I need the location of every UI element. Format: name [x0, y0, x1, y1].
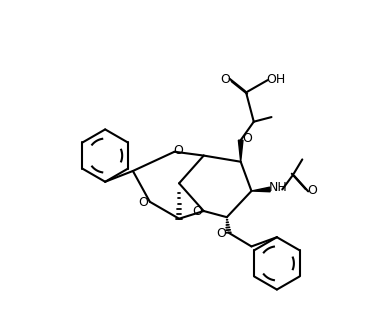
Text: O: O	[220, 73, 230, 86]
Text: OH: OH	[266, 73, 286, 86]
Text: O: O	[193, 205, 202, 218]
Text: NH: NH	[268, 181, 287, 194]
Text: O: O	[307, 184, 317, 197]
Text: O: O	[139, 196, 149, 209]
Text: O: O	[242, 132, 252, 145]
Polygon shape	[238, 140, 243, 162]
Polygon shape	[252, 187, 270, 192]
Text: O: O	[174, 144, 183, 157]
Text: O: O	[216, 227, 226, 240]
